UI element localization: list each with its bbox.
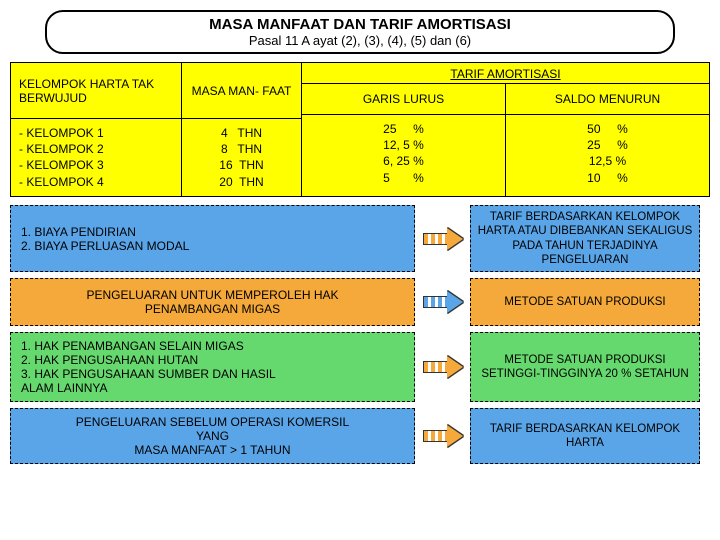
map-left: 1. BIAYA PENDIRIAN2. BIAYA PERLUASAN MOD…: [10, 205, 415, 273]
td-col2: 4 THN 8 THN 16 THN 20 THN: [181, 119, 301, 196]
map-left: 1. HAK PENAMBANGAN SELAIN MIGAS2. HAK PE…: [10, 332, 415, 402]
th-col2: MASA MAN- FAAT: [181, 63, 301, 119]
amort-table: KELOMPOK HARTA TAK BERWUJUD - KELOMPOK 1…: [10, 62, 710, 197]
arrow-icon: [415, 205, 470, 273]
map-right: METODE SATUAN PRODUKSI: [470, 278, 700, 326]
arrow-icon: [415, 332, 470, 402]
mapping-rows: 1. BIAYA PENDIRIAN2. BIAYA PERLUASAN MOD…: [10, 205, 710, 465]
map-right: TARIF BERDASARKAN KELOMPOK HARTA: [470, 408, 700, 464]
th-col3: GARIS LURUS: [301, 84, 505, 114]
th-col4: SALDO MENURUN: [505, 84, 709, 114]
title-line1: MASA MANFAAT DAN TARIF AMORTISASI: [47, 16, 673, 33]
map-row: PENGELUARAN SEBELUM OPERASI KOMERSILYANG…: [10, 408, 710, 464]
map-row: 1. HAK PENAMBANGAN SELAIN MIGAS2. HAK PE…: [10, 332, 710, 402]
td-col4: 50 % 25 % 12,5 % 10 %: [505, 114, 709, 196]
td-col3: 25 % 12, 5 % 6, 25 % 5 %: [301, 114, 505, 196]
map-left: PENGELUARAN SEBELUM OPERASI KOMERSILYANG…: [10, 408, 415, 464]
arrow-icon: [415, 408, 470, 464]
map-left: PENGELUARAN UNTUK MEMPEROLEH HAKPENAMBAN…: [10, 278, 415, 326]
map-row: 1. BIAYA PENDIRIAN2. BIAYA PERLUASAN MOD…: [10, 205, 710, 273]
title-line2: Pasal 11 A ayat (2), (3), (4), (5) dan (…: [47, 33, 673, 48]
th-col34: TARIF AMORTISASI: [301, 63, 709, 84]
map-row: PENGELUARAN UNTUK MEMPEROLEH HAKPENAMBAN…: [10, 278, 710, 326]
map-right: TARIF BERDASARKAN KELOMPOK HARTA ATAU DI…: [470, 205, 700, 273]
arrow-icon: [415, 278, 470, 326]
th-col1: KELOMPOK HARTA TAK BERWUJUD: [11, 63, 181, 119]
title-box: MASA MANFAAT DAN TARIF AMORTISASI Pasal …: [45, 10, 675, 54]
map-right: METODE SATUAN PRODUKSI SETINGGI-TINGGINY…: [470, 332, 700, 402]
td-col1: - KELOMPOK 1 - KELOMPOK 2 - KELOMPOK 3 -…: [11, 119, 181, 196]
